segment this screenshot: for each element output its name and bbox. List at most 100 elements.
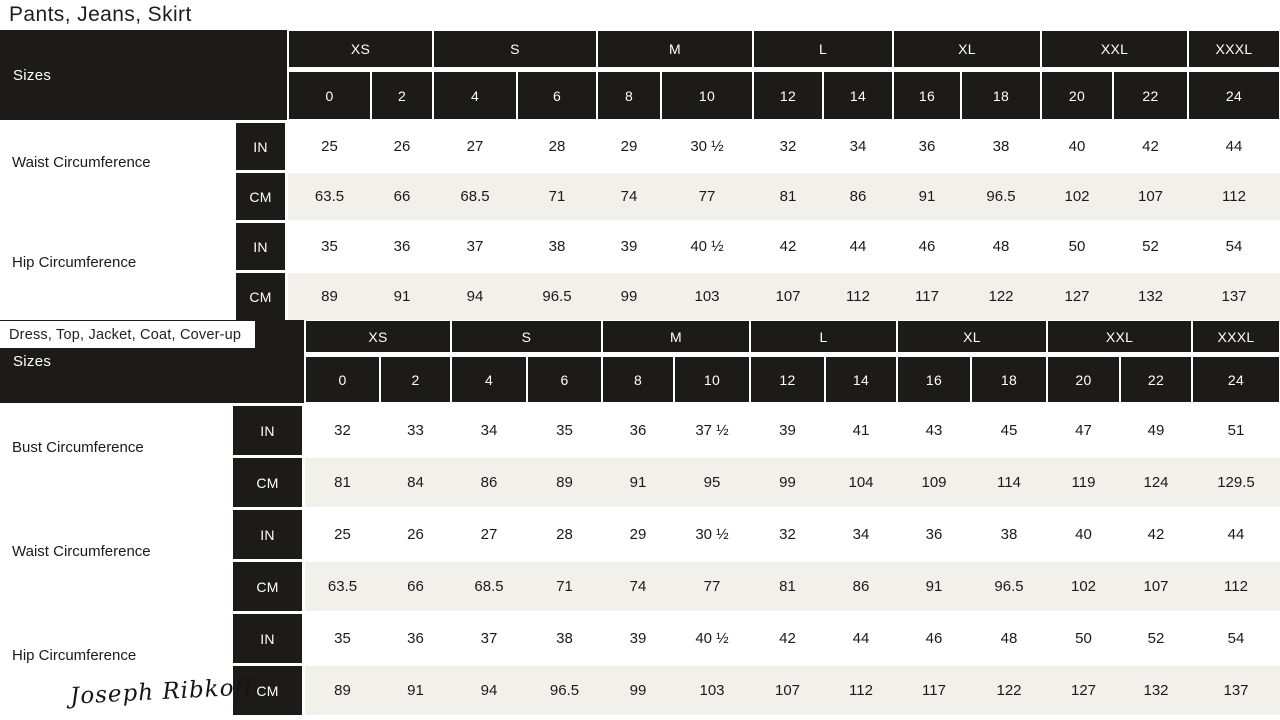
value-cell: 39 [629,630,647,647]
value-cell: 71 [548,188,566,205]
value-cell: 89 [334,682,351,699]
value-cell: 127 [1070,682,1097,699]
size-number-header: 18 [961,71,1041,120]
size-group-header: XL [893,30,1041,68]
value-cell: 46 [925,630,943,647]
value-cell: 66 [393,188,411,205]
size-number-header: 14 [823,71,893,120]
value-cell: 91 [925,578,943,595]
value-cell: 86 [849,188,867,205]
unit-cell-cm: CM [233,666,305,715]
value-cell: 28 [548,138,566,155]
value-cell: 63.5 [314,188,345,205]
value-cell: 37 [466,238,484,255]
value-cell: 117 [922,682,946,699]
value-cell: 29 [629,526,647,543]
unit-cell-in: IN [233,614,305,663]
value-cell: 30 ½ [690,138,724,155]
value-cell: 96.5 [994,578,1024,595]
value-cell: 44 [852,630,870,647]
value-cell: 37 [480,630,498,647]
size-group-header: M [602,320,750,353]
size-group-header: S [451,320,602,353]
value-cell: 91 [629,474,647,491]
value-cell: 89 [321,288,338,305]
value-cell: 89 [556,474,573,491]
value-cell: 137 [1221,288,1247,305]
value-cell: 47 [1075,422,1092,439]
value-cell: 119 [1071,474,1096,491]
row-strip: 63.5 66 68.5 71 74 77 81 86 91 96.5 102 107 112 [288,173,1280,220]
value-cell: 104 [848,474,874,491]
value-cell: 39 [779,422,796,439]
value-cell: 42 [1147,526,1165,543]
measurement-label: Hip Circumference [0,614,233,715]
row-strip: 63.5 66 68.5 71 74 77 81 86 91 96.5 102 107 112 [305,562,1280,611]
unit-cell-cm: CM [233,458,305,507]
size-group-header: M [597,30,753,68]
value-cell: 66 [407,578,424,595]
size-group-header: L [753,30,893,68]
size-number-header: 12 [753,71,823,120]
value-cell: 40 ½ [690,238,724,255]
value-cell: 27 [466,138,484,155]
value-cell: 36 [925,526,943,543]
value-cell: 39 [620,238,638,255]
value-cell: 26 [407,526,424,543]
row-strip: 32 33 34 35 36 37 ½ 39 41 43 45 47 49 51 [305,406,1280,455]
value-cell: 107 [774,682,801,699]
size-number-header: 0 [305,356,380,403]
value-cell: 112 [1222,188,1246,205]
value-cell: 86 [480,474,498,491]
unit-cell-in: IN [233,510,305,559]
value-cell: 71 [556,578,573,595]
value-cell: 25 [321,138,338,155]
value-cell: 129.5 [1217,474,1255,491]
value-cell: 112 [846,288,870,305]
value-cell: 44 [1225,138,1243,155]
unit-cell-cm: CM [236,173,288,220]
value-cell: 63.5 [327,578,358,595]
value-cell: 30 ½ [695,526,729,543]
value-cell: 81 [779,578,796,595]
size-number-header: 20 [1041,71,1113,120]
row-strip: 35 36 37 38 39 40 ½ 42 44 46 48 50 52 54 [305,614,1280,663]
value-cell: 94 [480,682,498,699]
size-number-header: 6 [527,356,602,403]
value-cell: 45 [1000,422,1018,439]
value-cell: 37 ½ [695,422,729,439]
value-cell: 48 [1000,630,1018,647]
value-cell: 40 [1068,138,1086,155]
value-cell: 36 [918,138,936,155]
value-cell: 96.5 [542,288,572,305]
size-group-header: XS [305,320,451,353]
value-cell: 42 [779,630,796,647]
value-cell: 32 [779,526,796,543]
value-cell: 50 [1068,238,1086,255]
value-cell: 94 [466,288,484,305]
unit-cell-in: IN [236,123,288,170]
size-number-header: 0 [288,71,371,120]
value-cell: 26 [393,138,411,155]
value-cell: 99 [779,474,796,491]
measurement-label: Waist Circumference [0,123,236,220]
size-group-header: XXXL [1192,320,1280,353]
value-cell: 68.5 [474,578,504,595]
value-cell: 36 [393,238,411,255]
value-cell: 68.5 [460,188,490,205]
table-title-text: Dress, Top, Jacket, Coat, Cover-up [9,326,242,343]
size-number-header: 16 [893,71,961,120]
value-cell: 42 [1142,138,1159,155]
value-cell: 36 [629,422,647,439]
value-cell: 40 ½ [695,630,729,647]
value-cell: 74 [620,188,638,205]
value-cell: 124 [1143,474,1169,491]
value-cell: 40 [1075,526,1092,543]
size-number-header: 6 [517,71,597,120]
size-number-header: 4 [433,71,517,120]
value-cell: 43 [925,422,943,439]
unit-cell-cm: CM [233,562,305,611]
value-cell: 86 [852,578,870,595]
value-cell: 122 [996,682,1022,699]
value-cell: 91 [407,682,424,699]
